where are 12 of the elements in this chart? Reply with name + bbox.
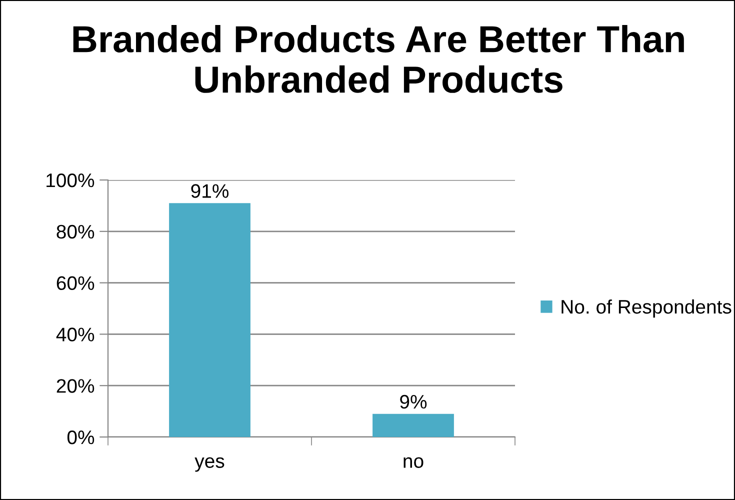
data-label: 91% <box>191 184 229 198</box>
y-tick-label: 60% <box>56 276 94 290</box>
y-tick-label: 20% <box>56 379 94 393</box>
y-tick-label: 100% <box>46 173 94 188</box>
y-tick-label: 80% <box>56 224 94 239</box>
y-tick-label: 0% <box>67 430 94 444</box>
chart-title: Branded Products Are Better Than Unbranded Products <box>73 25 684 93</box>
x-tick-label: yes <box>194 457 224 472</box>
legend-label: No. of Respondents <box>562 299 732 318</box>
x-tick-label: no <box>404 457 424 468</box>
y-tick-label: 40% <box>56 328 94 342</box>
data-label: 9% <box>400 394 427 409</box>
